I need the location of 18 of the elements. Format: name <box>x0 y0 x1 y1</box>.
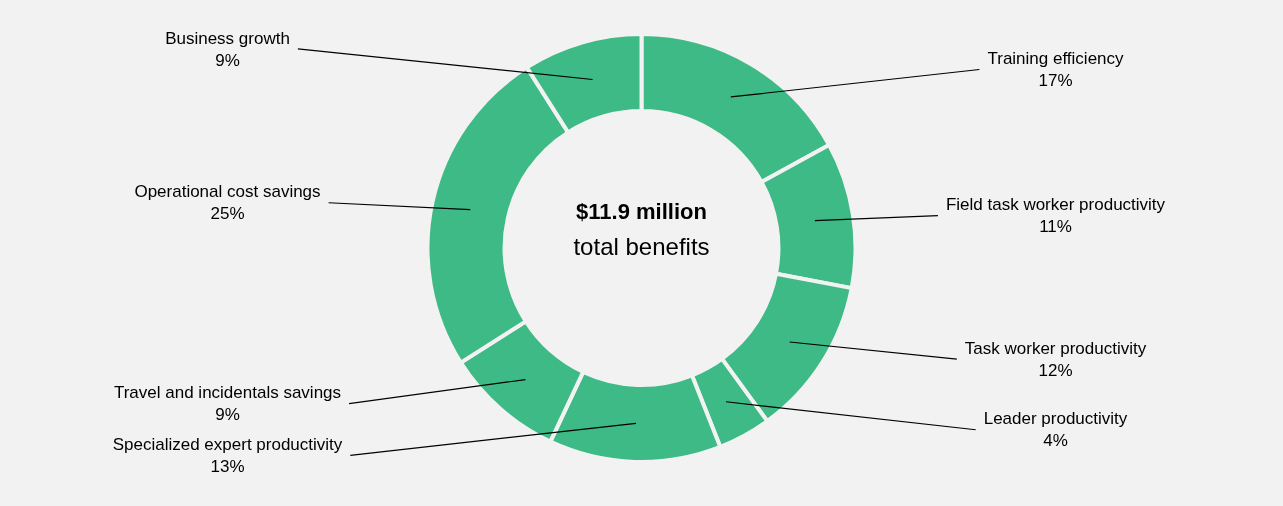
data-label: 4% <box>1043 431 1068 451</box>
text: total benefits <box>573 232 710 260</box>
slice-label: Travel and incidentals savings <box>113 383 342 403</box>
data-label: 9% <box>215 50 240 70</box>
slice-label: Specialized expert productivity <box>112 434 343 454</box>
slice-label: Field task worker productivity <box>945 195 1166 215</box>
slice-label: Leader productivity <box>983 409 1128 429</box>
data-label: 11% <box>1039 217 1072 237</box>
data-label: 25% <box>210 204 245 224</box>
data-label: 9% <box>215 405 240 425</box>
slice-label: Operational cost savings <box>134 182 321 202</box>
data-label: 12% <box>1038 360 1073 380</box>
slice-label: Task worker productivity <box>964 338 1147 358</box>
data-label: 17% <box>1038 71 1073 91</box>
slice-label: Business growth <box>165 28 290 48</box>
data-label: 13% <box>210 456 245 476</box>
slice-label: Training efficiency <box>987 49 1125 69</box>
text: $11.9 million <box>576 199 707 225</box>
